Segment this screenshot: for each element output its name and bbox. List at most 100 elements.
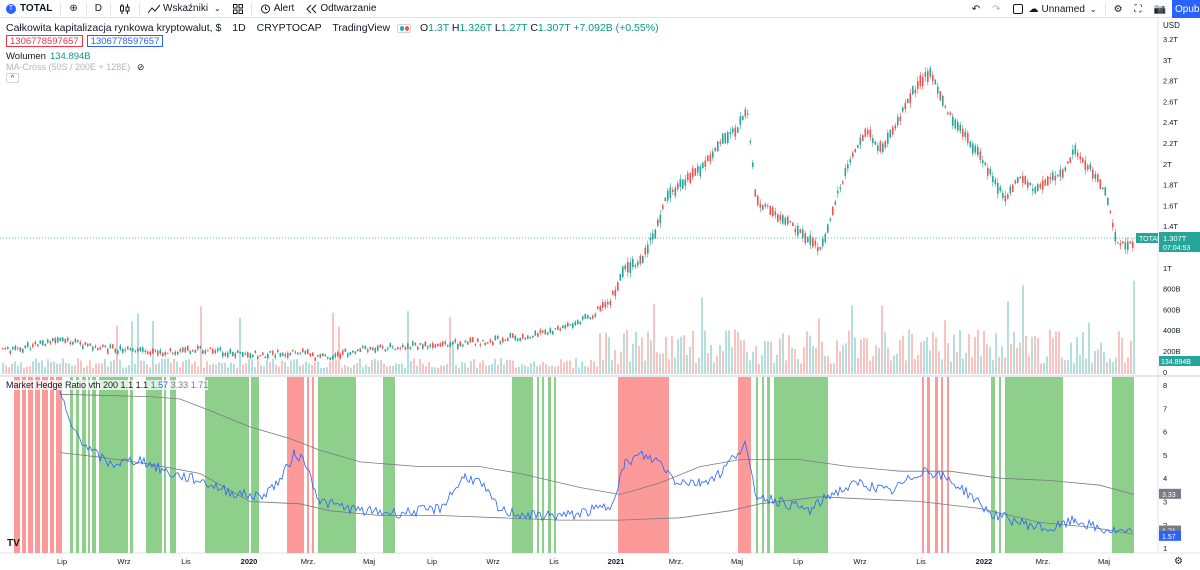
candle-body [292, 350, 294, 352]
candles-icon [120, 3, 130, 14]
layout-select[interactable]: ☁ Unnamed ⌄ [1007, 0, 1103, 18]
candle-body [262, 352, 264, 355]
candle-body [367, 349, 369, 352]
lower-band-value: 1.71 [190, 380, 209, 390]
sell-button[interactable]: 1306778597657 [6, 35, 83, 47]
buy-button[interactable]: 1306778597657 [86, 35, 164, 47]
candle-body [7, 346, 9, 349]
ma-cross-legend[interactable]: MA-Cross (50S / 200E + 128E) ⊘ [6, 62, 144, 73]
volume-bar [542, 361, 544, 374]
volume-bar [1025, 336, 1027, 374]
price-tick-label: 200B [1163, 347, 1181, 356]
volume-bar [1100, 342, 1102, 374]
tradingview-logo[interactable]: TV [7, 538, 20, 549]
candle-body [1024, 175, 1027, 185]
candle-body [777, 214, 779, 222]
candle-body [329, 357, 332, 360]
volume-bar [518, 366, 520, 374]
volume-bar [875, 345, 877, 374]
price-axis-panel [1158, 18, 1200, 570]
price-tick-label: 2.4T [1163, 118, 1178, 127]
currency-label[interactable]: USD [1163, 21, 1180, 30]
volume-bar [1040, 363, 1042, 374]
candle-body [252, 354, 254, 358]
redo-button[interactable]: ↷ [986, 0, 1006, 18]
candle-body [257, 356, 259, 360]
replay-label: Odtwarzanie [320, 3, 377, 14]
volume-bar [1082, 331, 1084, 374]
lower-band-line [59, 452, 1135, 535]
hedge-zone-band [762, 377, 764, 553]
volume-bar [458, 367, 460, 374]
candle-body [84, 342, 87, 346]
candle-body [1014, 180, 1017, 184]
candle-body [712, 151, 714, 158]
volume-bar [653, 303, 655, 374]
volume-bar [200, 306, 202, 374]
volume-legend[interactable]: Wolumen 134.894B [6, 51, 91, 62]
bar-type-button[interactable] [113, 0, 137, 18]
candle-body [807, 236, 809, 243]
hedge-tick-label: 5 [1163, 451, 1167, 460]
volume-bar [221, 363, 223, 374]
volume-bar [539, 364, 541, 374]
candle-body [749, 140, 752, 143]
interval-button[interactable]: D [94, 3, 103, 14]
candle-body [132, 348, 134, 352]
volume-bar [368, 366, 370, 374]
volume-bar [50, 361, 52, 374]
replay-button[interactable]: Odtwarzanie [300, 0, 382, 18]
upper-band-tag [1159, 488, 1181, 499]
volume-bar [968, 334, 970, 374]
collapse-legend-button[interactable]: ^ [6, 73, 19, 83]
candle-body [489, 339, 492, 342]
compare-button[interactable]: ⊕ [63, 0, 83, 18]
volume-bar [485, 365, 487, 374]
candle-body [584, 314, 587, 319]
volume-bar [533, 361, 535, 374]
undo-button[interactable]: ↶ [966, 0, 986, 18]
indicators-button[interactable]: Wskaźniki ⌄ [142, 0, 227, 18]
candle-body [822, 238, 824, 247]
volume-bar [665, 336, 667, 374]
symbol-search[interactable]: T TOTAL [0, 0, 58, 18]
candle-body [67, 338, 69, 341]
templates-button[interactable] [227, 0, 249, 18]
eye-hidden-icon[interactable]: ⊘ [136, 62, 145, 72]
fullscreen-button[interactable]: ⛶ [1129, 0, 1148, 18]
candle-body [592, 315, 594, 319]
candle-body [477, 338, 479, 342]
upper-band-value: 3.33 [170, 380, 189, 390]
candle-body [29, 348, 32, 350]
candle-body [849, 159, 852, 163]
candle-body [774, 211, 777, 216]
alert-button[interactable]: Alert [254, 0, 301, 18]
candle-body [957, 121, 959, 131]
volume-bar [95, 363, 97, 374]
candle-body [829, 218, 832, 221]
axis-settings-icon[interactable]: ⚙ [1174, 556, 1183, 567]
volume-bar [971, 356, 973, 374]
candle-body [707, 155, 709, 162]
settings-button[interactable]: ⚙ [1108, 0, 1129, 18]
volume-bar [1007, 301, 1009, 374]
volume-bar [1037, 337, 1039, 374]
open-value: 1.3T [428, 22, 449, 34]
volume-bar [731, 347, 733, 374]
last-price-tag [1159, 232, 1200, 252]
candle-body [364, 345, 367, 350]
candle-body [402, 344, 404, 348]
layout-square-icon [1012, 4, 1023, 14]
volume-bar [983, 330, 985, 374]
volume-bar [866, 338, 868, 374]
candle-body [602, 302, 604, 308]
visibility-toggle[interactable] [397, 23, 412, 33]
candle-body [109, 344, 112, 348]
publish-button[interactable]: Opublikuj [1172, 0, 1200, 18]
volume-value: 134.894B [49, 51, 91, 62]
chart-canvas[interactable]: 3.2T3T2.8T2.6T2.4T2.2T2T1.8T1.6T1.4T1.2T… [0, 18, 1200, 570]
candle-body [639, 256, 642, 264]
candle-body [224, 352, 227, 356]
screenshot-button[interactable]: 📷 [1148, 0, 1172, 18]
hedge-ratio-legend[interactable]: Market Hedge Ratio vth 200 1.1 1.1 1.57 … [6, 380, 209, 390]
